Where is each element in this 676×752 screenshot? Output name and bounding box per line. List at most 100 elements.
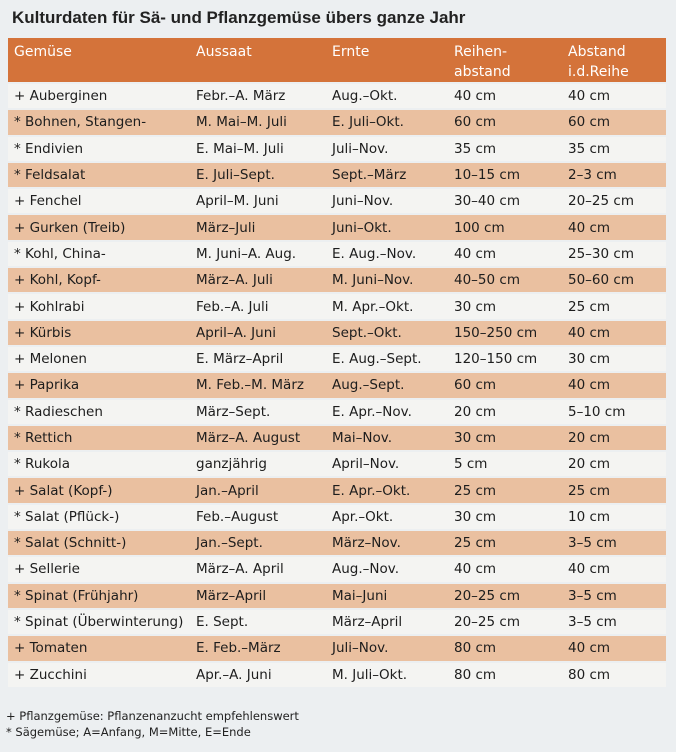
cell-row-spacing: 40 cm — [448, 84, 562, 109]
cell-plant-spacing: 10 cm — [562, 504, 666, 530]
table-row: + Gurken (Treib) März–Juli Juni–Okt. 100 cm… — [8, 215, 666, 240]
cell-vegetable: + Zucchini — [8, 662, 190, 687]
legend: + Pflanzgemüse: Pflanzenanzucht empfehle… — [6, 708, 299, 740]
cell-plant-spacing: 40 cm — [562, 373, 666, 398]
cell-sowing: E. Mai–M. Juli — [190, 136, 326, 161]
table-row: * Spinat (Frühjahr) März–April Mai–Juni 20–… — [8, 583, 666, 608]
legend-sow-note: * Sägemüse; A=Anfang, M=Mitte, E=Ende — [6, 725, 251, 739]
cell-plant-spacing: 20 cm — [562, 425, 666, 451]
cell-plant-spacing: 3–5 cm — [562, 531, 666, 556]
cell-vegetable: + Tomaten — [8, 636, 190, 661]
cell-vegetable: + Sellerie — [8, 557, 190, 582]
table-row: * Bohnen, Stangen- M. Mai–M. Juli E. Juli–… — [8, 110, 666, 135]
cell-harvest: Mai–Juni — [326, 583, 448, 608]
table-row: + Kohlrabi Feb.–A. Juli M. Apr.–Okt. 30 cm 2… — [8, 294, 666, 319]
cell-vegetable: + Paprika — [8, 373, 190, 398]
cell-sowing: März–April — [190, 583, 326, 608]
col-header-sowing: Aussaat — [190, 38, 326, 82]
cell-row-spacing: 30 cm — [448, 425, 562, 451]
cell-vegetable: * Rettich — [8, 425, 190, 451]
cell-plant-spacing: 60 cm — [562, 110, 666, 135]
cell-row-spacing: 35 cm — [448, 136, 562, 161]
cell-plant-spacing: 40 cm — [562, 320, 666, 345]
cell-plant-spacing: 80 cm — [562, 662, 666, 687]
cell-vegetable: * Radieschen — [8, 399, 190, 424]
table-row: * Rettich März–A. August Mai–Nov. 30 cm 20 c… — [8, 425, 666, 451]
cell-sowing: März–A. Juli — [190, 268, 326, 293]
cell-harvest: Sept.–März — [326, 162, 448, 188]
cell-plant-spacing: 40 cm — [562, 636, 666, 661]
cell-plant-spacing: 35 cm — [562, 136, 666, 161]
table-row: + Fenchel April–M. Juni Juni–Nov. 30–40 cm 2… — [8, 189, 666, 214]
cell-sowing: Apr.–A. Juni — [190, 662, 326, 687]
cell-sowing: E. Sept. — [190, 609, 326, 635]
table-row: + Kohl, Kopf- März–A. Juli M. Juni–Nov. 40–… — [8, 268, 666, 293]
cell-vegetable: * Feldsalat — [8, 162, 190, 188]
cell-row-spacing: 20–25 cm — [448, 583, 562, 608]
table-row: * Salat (Schnitt-) Jan.–Sept. März–Nov. 25 … — [8, 531, 666, 556]
cell-vegetable: * Rukola — [8, 452, 190, 477]
cell-row-spacing: 30 cm — [448, 294, 562, 319]
cell-row-spacing: 60 cm — [448, 110, 562, 135]
table-row: + Zucchini Apr.–A. Juni M. Juli–Okt. 80 cm 8… — [8, 662, 666, 687]
table-row: + Auberginen Febr.–A. März Aug.–Okt. 40 cm 4… — [8, 84, 666, 109]
table-row: + Salat (Kopf-) Jan.–April E. Apr.–Okt. 25 … — [8, 478, 666, 503]
cell-plant-spacing: 3–5 cm — [562, 583, 666, 608]
cell-harvest: E. Aug.–Sept. — [326, 346, 448, 372]
cell-vegetable: + Kohlrabi — [8, 294, 190, 319]
cell-harvest: Apr.–Okt. — [326, 504, 448, 530]
cell-vegetable: * Endivien — [8, 136, 190, 161]
cell-row-spacing: 40 cm — [448, 241, 562, 267]
cell-plant-spacing: 3–5 cm — [562, 609, 666, 635]
header-row: Gemüse Aussaat Ernte Reihen- abstand Abs… — [8, 38, 666, 82]
cell-harvest: M. Juli–Okt. — [326, 662, 448, 687]
cell-vegetable: * Bohnen, Stangen- — [8, 110, 190, 135]
cell-sowing: M. Feb.–M. März — [190, 373, 326, 398]
cell-harvest: M. Apr.–Okt. — [326, 294, 448, 319]
cell-plant-spacing: 25 cm — [562, 294, 666, 319]
cell-vegetable: + Fenchel — [8, 189, 190, 214]
cell-sowing: ganzjährig — [190, 452, 326, 477]
cell-harvest: Aug.–Nov. — [326, 557, 448, 582]
cell-harvest: M. Juni–Nov. — [326, 268, 448, 293]
cell-plant-spacing: 40 cm — [562, 84, 666, 109]
cell-sowing: April–A. Juni — [190, 320, 326, 345]
cell-row-spacing: 150–250 cm — [448, 320, 562, 345]
cell-harvest: E. Apr.–Okt. — [326, 478, 448, 503]
cell-vegetable: + Auberginen — [8, 84, 190, 109]
cell-sowing: April–M. Juni — [190, 189, 326, 214]
table-row: * Radieschen März–Sept. E. Apr.–Nov. 20 cm 5… — [8, 399, 666, 424]
cell-harvest: Sept.–Okt. — [326, 320, 448, 345]
cell-plant-spacing: 20 cm — [562, 452, 666, 477]
cell-plant-spacing: 5–10 cm — [562, 399, 666, 424]
cell-vegetable: + Salat (Kopf-) — [8, 478, 190, 503]
cell-vegetable: + Gurken (Treib) — [8, 215, 190, 240]
cell-plant-spacing: 30 cm — [562, 346, 666, 372]
cell-plant-spacing: 25 cm — [562, 478, 666, 503]
cell-sowing: Feb.–August — [190, 504, 326, 530]
table-row: + Tomaten E. Feb.–März Juli–Nov. 80 cm 40 cm — [8, 636, 666, 661]
table-row: * Kohl, China- M. Juni–A. Aug. E. Aug.–Nov… — [8, 241, 666, 267]
cell-plant-spacing: 40 cm — [562, 557, 666, 582]
cell-sowing: März–Juli — [190, 215, 326, 240]
table-row: * Endivien E. Mai–M. Juli Juli–Nov. 35 cm 35… — [8, 136, 666, 161]
cell-vegetable: * Salat (Pflück-) — [8, 504, 190, 530]
table-row: + Paprika M. Feb.–M. März Aug.–Sept. 60 cm 4… — [8, 373, 666, 398]
cell-plant-spacing: 2–3 cm — [562, 162, 666, 188]
cell-sowing: M. Mai–M. Juli — [190, 110, 326, 135]
cell-harvest: Aug.–Sept. — [326, 373, 448, 398]
cell-row-spacing: 40–50 cm — [448, 268, 562, 293]
table-row: * Salat (Pflück-) Feb.–August Apr.–Okt. 30 … — [8, 504, 666, 530]
table-row: * Spinat (Überwinterung) E. Sept. März–Apr… — [8, 609, 666, 635]
cell-vegetable: * Salat (Schnitt-) — [8, 531, 190, 556]
cell-sowing: E. Juli–Sept. — [190, 162, 326, 188]
cell-harvest: Aug.–Okt. — [326, 84, 448, 109]
cell-vegetable: * Spinat (Überwinterung) — [8, 609, 190, 635]
cell-harvest: März–April — [326, 609, 448, 635]
cell-row-spacing: 80 cm — [448, 636, 562, 661]
cell-sowing: E. März–April — [190, 346, 326, 372]
cell-plant-spacing: 50–60 cm — [562, 268, 666, 293]
table-title: Kulturdaten für Sä- und Pflanzgemüse übe… — [12, 8, 466, 27]
cell-row-spacing: 5 cm — [448, 452, 562, 477]
cell-sowing: März–A. April — [190, 557, 326, 582]
